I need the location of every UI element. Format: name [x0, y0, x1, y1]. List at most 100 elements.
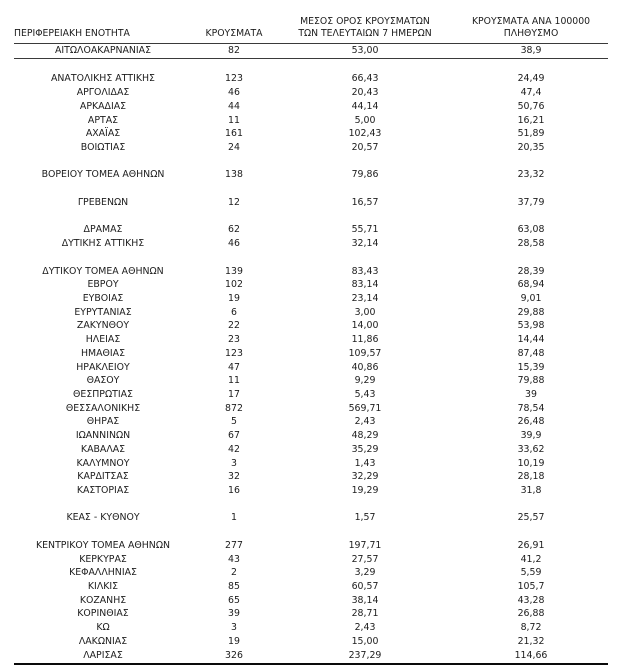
cases-cell: 12 [228, 196, 240, 208]
region-cell: ΑΡΚΑΔΙΑΣ [79, 100, 127, 112]
avg-7d-cell: 3,00 [354, 306, 376, 318]
cases-cell: 872 [225, 402, 243, 414]
table-row: ΙΩΑΝΝΙΝΩΝ 67 48,29 39,9 [14, 429, 608, 443]
region-cell: ΛΑΚΩΝΙΑΣ [78, 635, 128, 647]
region-cell: ΘΕΣΣΑΛΟΝΙΚΗΣ [65, 402, 141, 414]
per-100k-cell: 15,39 [517, 361, 545, 373]
cases-cell: 326 [225, 649, 243, 661]
avg-7d-cell: 1,43 [354, 457, 376, 469]
region-cell: ΑΡΓΟΛΙΔΑΣ [76, 87, 130, 99]
region-cell: ΙΩΑΝΝΙΝΩΝ [75, 430, 131, 442]
region-cell: ΚΕΦΑΛΛΗΝΙΑΣ [69, 567, 137, 579]
avg-7d-cell: 9,29 [354, 375, 376, 387]
region-cell: ΔΥΤΙΚΟΥ ΤΟΜΕΑ ΑΘΗΝΩΝ [42, 265, 164, 277]
table-gap-row [14, 525, 608, 539]
table-row: ΔΥΤΙΚΗΣ ΑΤΤΙΚΗΣ 46 32,14 28,58 [14, 237, 608, 251]
cases-cell: 62 [228, 224, 240, 236]
avg-7d-cell: 23,14 [351, 292, 379, 304]
avg-7d-cell: 20,43 [351, 87, 379, 99]
region-cell: ΗΡΑΚΛΕΙΟΥ [76, 361, 130, 373]
region-cell: ΚΟΡΙΝΘΙΑΣ [77, 608, 129, 620]
region-cell: ΚΕΑΣ - ΚΥΘΝΟΥ [66, 512, 140, 524]
cases-cell: 5 [231, 416, 237, 428]
header-per-100k: ΚΡΟΥΣΜΑΤΑ ΑΝΑ 100000 ΠΛΗΘΥΣΜΟ [454, 16, 608, 39]
table-row: ΑΡΚΑΔΙΑΣ 44 44,14 50,76 [14, 100, 608, 114]
table-row: ΔΡΑΜΑΣ 62 55,71 63,08 [14, 223, 608, 237]
table-row: ΚΟΡΙΝΘΙΑΣ 39 28,71 26,88 [14, 607, 608, 621]
cases-cell: 138 [225, 169, 243, 181]
table-row: ΘΕΣΣΑΛΟΝΙΚΗΣ 872 569,71 78,54 [14, 402, 608, 416]
cases-cell: 67 [228, 430, 240, 442]
per-100k-cell: 26,48 [517, 416, 545, 428]
per-100k-cell: 10,19 [517, 457, 545, 469]
cases-cell: 85 [228, 581, 240, 593]
per-100k-cell: 39 [525, 388, 537, 400]
avg-7d-cell: 569,71 [348, 402, 382, 414]
region-cell: ΚΑΒΑΛΑΣ [80, 443, 126, 455]
header-line: ΠΛΗΘΥΣΜΟ [503, 27, 559, 39]
per-100k-cell: 28,39 [517, 265, 545, 277]
per-100k-cell: 38,9 [520, 45, 542, 56]
per-100k-cell: 26,88 [517, 608, 545, 620]
region-cell: ΘΕΣΠΡΩΤΙΑΣ [73, 388, 133, 400]
header-line: ΜΕΣΟΣ ΟΡΟΣ ΚΡΟΥΣΜΑΤΩΝ [300, 16, 430, 27]
region-cell: ΓΡΕΒΕΝΩΝ [77, 196, 129, 208]
per-100k-cell: 51,89 [517, 128, 545, 140]
table-header-row: ΠΕΡΙΦΕΡΕΙΑΚΗ ΕΝΟΤΗΤΑ ΚΡΟΥΣΜΑΤΑ ΜΕΣΟΣ ΟΡΟ… [14, 7, 608, 44]
avg-7d-cell: 28,71 [351, 608, 379, 620]
per-100k-cell: 47,4 [520, 87, 542, 99]
cases-cell: 65 [228, 594, 240, 606]
per-100k-cell: 28,58 [517, 238, 545, 250]
region-cell: ΚΕΝΤΡΙΚΟΥ ΤΟΜΕΑ ΑΘΗΝΩΝ [35, 539, 170, 551]
table-row: ΕΒΡΟΥ 102 83,14 68,94 [14, 278, 608, 292]
per-100k-cell: 39,9 [520, 430, 542, 442]
cases-cell: 16 [228, 485, 240, 496]
cases-cell: 23 [228, 334, 240, 346]
per-100k-cell: 25,57 [517, 512, 545, 524]
region-cell: ΗΛΕΙΑΣ [85, 334, 121, 346]
cases-cell: 32 [228, 471, 240, 483]
per-100k-cell: 26,91 [517, 539, 545, 551]
per-100k-cell: 79,88 [517, 375, 545, 387]
avg-7d-cell: 44,14 [351, 100, 379, 112]
avg-7d-cell: 1,57 [354, 512, 376, 524]
table-row: ΓΡΕΒΕΝΩΝ 12 16,57 37,79 [14, 196, 608, 210]
table-row: ΑΡΓΟΛΙΔΑΣ 46 20,43 47,4 [14, 86, 608, 100]
avg-7d-cell: 55,71 [351, 224, 379, 236]
avg-7d-cell: 3,29 [354, 567, 376, 579]
per-100k-cell: 50,76 [517, 100, 545, 112]
per-100k-cell: 31,8 [520, 485, 542, 496]
avg-7d-cell: 60,57 [351, 581, 379, 593]
avg-7d-cell: 11,86 [351, 334, 379, 346]
avg-7d-cell: 5,00 [354, 114, 376, 126]
table-row: ΚΕΦΑΛΛΗΝΙΑΣ 2 3,29 5,59 [14, 566, 608, 580]
avg-7d-cell: 66,43 [351, 73, 379, 85]
header-region: ΠΕΡΙΦΕΡΕΙΑΚΗ ΕΝΟΤΗΤΑ [14, 27, 130, 39]
avg-7d-cell: 83,14 [351, 279, 379, 291]
table-row: ΛΑΚΩΝΙΑΣ 19 15,00 21,32 [14, 635, 608, 649]
per-100k-cell: 78,54 [517, 402, 545, 414]
table-row: ΕΥΒΟΙΑΣ 19 23,14 9,01 [14, 292, 608, 306]
region-cell: ΚΑΛΥΜΝΟΥ [76, 457, 130, 469]
table-body: ΑΙΤΩΛΟΑΚΑΡΝΑΝΙΑΣ 82 53,00 38,9 ΑΝΑΤΟΛΙΚΗΣ ΑΤ… [14, 44, 608, 662]
table-row: ΚΩ 3 2,43 8,72 [14, 621, 608, 635]
region-cell: ΚΕΡΚΥΡΑΣ [79, 553, 127, 565]
region-cell: ΕΥΡΥΤΑΝΙΑΣ [74, 306, 132, 318]
table-row: ΒΟΙΩΤΙΑΣ 24 20,57 20,35 [14, 141, 608, 155]
avg-7d-cell: 16,57 [351, 196, 379, 208]
cases-cell: 19 [228, 292, 240, 304]
region-cell: ΒΟΙΩΤΙΑΣ [80, 142, 126, 154]
row-divider [14, 57, 608, 59]
cases-cell: 44 [228, 100, 240, 112]
regional-cases-table: ΠΕΡΙΦΕΡΕΙΑΚΗ ΕΝΟΤΗΤΑ ΚΡΟΥΣΜΑΤΑ ΜΕΣΟΣ ΟΡΟ… [14, 7, 608, 666]
cases-cell: 46 [228, 87, 240, 99]
avg-7d-cell: 53,00 [351, 45, 379, 56]
region-cell: ΕΒΡΟΥ [87, 279, 119, 291]
avg-7d-cell: 27,57 [351, 553, 379, 565]
table-row: ΑΙΤΩΛΟΑΚΑΡΝΑΝΙΑΣ 82 53,00 38,9 [14, 44, 608, 58]
table-row: ΔΥΤΙΚΟΥ ΤΟΜΕΑ ΑΘΗΝΩΝ 139 83,43 28,39 [14, 265, 608, 279]
per-100k-cell: 24,49 [517, 73, 545, 85]
cases-cell: 47 [228, 361, 240, 373]
region-cell: ΔΡΑΜΑΣ [83, 224, 123, 236]
